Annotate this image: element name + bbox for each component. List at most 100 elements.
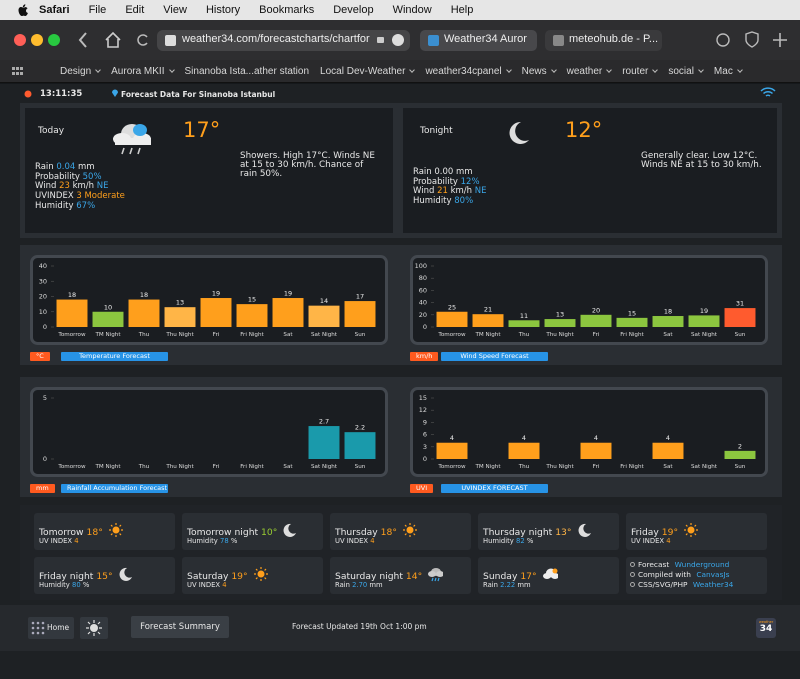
detail-value: 4 <box>666 537 671 545</box>
menu-item[interactable]: Edit <box>125 4 145 16</box>
unit-badge: km/h <box>410 352 439 361</box>
tab-title[interactable]: Weather34 Auror <box>444 33 527 45</box>
bookmark-label[interactable]: News <box>521 65 547 77</box>
bookmark[interactable]: weather <box>566 65 613 77</box>
chart: 0 5 Tomorrow TM Night Thu Thu Night Fri Fri Nig… <box>30 387 388 477</box>
weather-icon <box>253 566 269 585</box>
bookmark[interactable]: Mac <box>713 65 743 77</box>
credit-label: Compiled with <box>638 570 691 579</box>
home-button[interactable]: Home <box>28 617 74 639</box>
bookmark-label[interactable]: Design <box>60 65 92 77</box>
apple-logo[interactable] <box>18 3 29 17</box>
x-tick-label: Thu <box>518 332 530 338</box>
bookmark-label[interactable]: weather34cpanel <box>425 65 502 77</box>
weather-icon <box>108 522 124 541</box>
weather34-logo[interactable]: weather 34 <box>756 618 776 638</box>
stat-label: Humidity <box>413 196 452 207</box>
new-tab-button[interactable] <box>773 33 787 47</box>
grid-icon[interactable] <box>12 67 24 77</box>
bookmark[interactable]: Design <box>60 65 101 77</box>
x-tick-label: Thu Night <box>545 464 574 470</box>
bookmark-label[interactable]: Mac <box>713 65 733 77</box>
x-tick-label: Thu <box>138 464 150 470</box>
bookmark[interactable]: News <box>521 65 557 77</box>
bookmark[interactable]: weather34cpanel <box>425 65 512 77</box>
bar <box>436 442 468 459</box>
x-tick-label: Sun <box>355 464 366 470</box>
tile-temp: 15° <box>96 571 113 582</box>
credit-value: Weather34 <box>692 580 734 589</box>
home-label[interactable]: Home <box>47 623 70 632</box>
bar <box>236 304 268 327</box>
stat-value: 21 <box>437 186 448 197</box>
detail-unit: % <box>526 537 534 545</box>
tab[interactable] <box>420 30 537 51</box>
y-tick-label: 15 <box>419 394 427 402</box>
menu-item[interactable]: Bookmarks <box>259 4 315 16</box>
forecast-summary-button[interactable]: Forecast Summary <box>131 616 229 638</box>
stat-extra: NE <box>96 181 109 192</box>
chart-frame <box>30 387 388 477</box>
bar <box>580 314 612 327</box>
bookmark-label[interactable]: Sinanoba Ista...ather station <box>184 65 310 77</box>
x-tick-label: Sun <box>735 464 746 470</box>
app-menu[interactable]: Safari <box>39 4 70 16</box>
theme-button[interactable] <box>80 617 108 639</box>
bookmark[interactable]: Aurora MKII <box>111 65 175 77</box>
menu-item[interactable]: Develop <box>333 4 374 16</box>
back-button[interactable] <box>78 32 87 48</box>
detail-label: Rain <box>335 581 350 589</box>
bookmark-label[interactable]: Local Dev-Weather <box>320 65 406 77</box>
downloads-button[interactable] <box>716 33 730 47</box>
bookmark[interactable]: social <box>668 65 704 77</box>
bookmark-label[interactable]: router <box>622 65 649 77</box>
chevron <box>698 66 704 73</box>
value-label: 2 <box>738 442 742 450</box>
x-tick-label: Fri <box>213 464 220 470</box>
reload-button[interactable] <box>137 34 148 46</box>
menu-item[interactable]: Help <box>450 4 474 16</box>
menu-item[interactable]: View <box>163 4 187 16</box>
menu-item[interactable]: History <box>205 4 241 16</box>
x-tick-label: Thu Night <box>165 332 194 338</box>
home-button[interactable] <box>105 31 121 48</box>
privacy-button[interactable] <box>745 31 759 48</box>
bookmark[interactable]: Sinanoba Ista...ather station <box>185 66 310 77</box>
bookmark[interactable]: Local Dev-Weather <box>320 65 416 77</box>
address-field[interactable] <box>157 30 410 51</box>
tab-title[interactable]: meteohub.de - P... <box>569 33 659 45</box>
stat-row: Probability 50% <box>35 172 125 183</box>
value-label: 19 <box>284 290 292 298</box>
stat-value: 0.04 <box>56 162 76 172</box>
chart-title-badge: Temperature Forecast <box>61 352 168 361</box>
bar <box>436 311 468 327</box>
close-button[interactable] <box>14 34 26 46</box>
tab[interactable] <box>545 30 662 51</box>
minimize-button[interactable] <box>31 34 43 46</box>
bookmark-label[interactable]: weather <box>566 65 603 77</box>
bookmark[interactable]: router <box>622 65 659 77</box>
forecast-tile: Friday night 15° Humidity 80 % <box>34 557 175 594</box>
x-tick-label: Sat Night <box>691 464 718 470</box>
browser-toolbar: weather34.com/forecastcharts/chartfor We… <box>0 20 800 60</box>
bookmark-label[interactable]: Aurora MKII <box>111 65 165 77</box>
credit-label: Forecast <box>638 560 670 569</box>
chart-frame <box>410 387 768 477</box>
forecast-tile: Thursday night 13° Humidity 82 % <box>478 513 619 550</box>
tile-temp: 18° <box>86 527 103 538</box>
menu-item[interactable]: Window <box>392 4 432 16</box>
tile-temp: 19° <box>231 571 248 582</box>
stat-row: Humidity 80% <box>413 196 487 207</box>
url-text[interactable]: weather34.com/forecastcharts/chartfor <box>182 33 370 45</box>
x-tick-label: Fri Night <box>240 464 264 470</box>
forecast-tile: Friday 19° UV INDEX 4 <box>626 513 767 550</box>
weather-icon <box>577 522 593 541</box>
today-title: Today <box>38 126 65 136</box>
bookmark-label[interactable]: social <box>668 65 694 77</box>
menu-item[interactable]: File <box>88 4 107 16</box>
zoom-button[interactable] <box>48 34 60 46</box>
page-menu[interactable] <box>392 34 404 46</box>
tile-detail: UV INDEX 4 <box>631 537 671 545</box>
detail-label: UV INDEX <box>39 537 73 545</box>
credit-row: Compiled with CanvasJs <box>630 570 729 579</box>
